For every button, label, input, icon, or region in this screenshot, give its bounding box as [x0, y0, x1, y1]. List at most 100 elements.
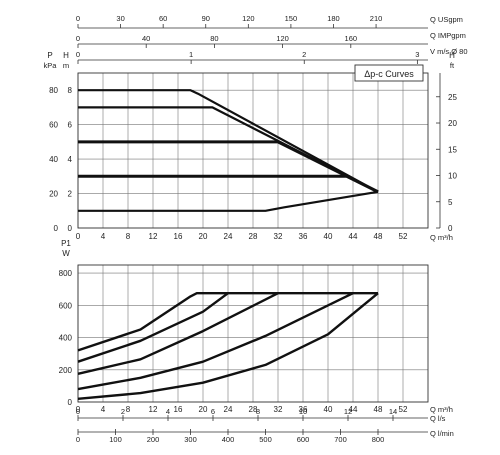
- bottom-axis-tick-label: 600: [297, 435, 310, 444]
- bottom-axis-tick-label: 4: [166, 407, 170, 416]
- power-curve-3: [77, 292, 279, 375]
- top-axis-tick-label: 120: [242, 14, 255, 23]
- top-axis-tick-label: 40: [142, 34, 150, 43]
- bottom-x-tick-label: 4: [101, 405, 106, 414]
- top-x-tick-label: 0: [76, 232, 81, 241]
- top-axis-tick-label: 150: [285, 14, 298, 23]
- p1-axis-unit: W: [62, 249, 70, 258]
- top-axis-tick-label: 0: [76, 34, 80, 43]
- top-plot-frame: [77, 72, 429, 229]
- top-x-tick-label: 32: [274, 232, 283, 241]
- w-tick-label: 600: [59, 301, 73, 310]
- bottom-axis-tick-label: 800: [372, 435, 385, 444]
- curves-title-box: [354, 64, 424, 82]
- bottom-axis-tick-label: 500: [259, 435, 272, 444]
- top-axis-tick-label: 0: [76, 50, 80, 59]
- bottom-axis-tick-label: 0: [76, 435, 80, 444]
- top-x-tick-label: 28: [249, 232, 258, 241]
- kpa-tick-label: 40: [49, 155, 58, 164]
- bottom-axis-tick-label: 700: [334, 435, 347, 444]
- bottom-axis-tick-label: 300: [184, 435, 197, 444]
- top-axis-tick-label: 160: [345, 34, 358, 43]
- power-curve-4: [77, 292, 354, 391]
- top-axis-tick-label: 3: [415, 50, 419, 59]
- m-tick-label: 8: [68, 86, 73, 95]
- top-axis-tick-label: 60: [159, 14, 167, 23]
- ft-tick-label: 25: [448, 93, 457, 102]
- top-x-tick-label: 36: [299, 232, 308, 241]
- bottom-axis-tick-label: 100: [109, 435, 122, 444]
- kpa-tick-label: 60: [49, 121, 58, 130]
- w-tick-label: 200: [59, 366, 73, 375]
- ft-tick-label: 0: [448, 224, 453, 233]
- dp-c-curve-1: [78, 89, 379, 193]
- bottom-axis-tick-label: 14: [389, 407, 397, 416]
- m-tick-label: 2: [68, 190, 73, 199]
- bottom-axis-tick-label: 6: [211, 407, 215, 416]
- top-x-tick-label: 48: [374, 232, 383, 241]
- bottom-x-tick-label: 0: [76, 405, 81, 414]
- top-x-tick-label: 4: [101, 232, 106, 241]
- ft-tick-label: 15: [448, 145, 457, 154]
- bottom-x-tick-label: 40: [324, 405, 333, 414]
- bottom-plot-frame: [77, 264, 429, 403]
- top-x-tick-label: 24: [224, 232, 233, 241]
- bottom-axis-tick-label: 12: [344, 407, 352, 416]
- power-curve-5: [77, 292, 379, 400]
- m-axis-label: H: [63, 51, 69, 60]
- bottom-axis-tick-label: 10: [299, 407, 307, 416]
- ft-tick-label: 10: [448, 172, 457, 181]
- w-tick-label: 800: [59, 269, 73, 278]
- ft-tick-label: 5: [448, 198, 453, 207]
- dp-c-curve-4: [78, 174, 379, 194]
- top-axis-tick-label: 210: [370, 14, 383, 23]
- kpa-axis-unit: kPa: [44, 61, 58, 70]
- top-x-axis-label: Q m³/h: [430, 233, 453, 242]
- top-x-tick-label: 12: [149, 232, 158, 241]
- bottom-x-tick-label: 24: [224, 405, 233, 414]
- bottom-x-tick-label: 36: [299, 405, 308, 414]
- kpa-tick-label: 20: [49, 190, 58, 199]
- p1-axis-label: P1: [61, 239, 71, 248]
- top-axis-title: Q IMPgpm: [430, 31, 466, 40]
- m-tick-label: 4: [68, 155, 73, 164]
- kpa-tick-label: 0: [54, 224, 59, 233]
- top-axis-tick-label: 120: [276, 34, 289, 43]
- top-axis-tick-label: 80: [210, 34, 218, 43]
- ft-axis-unit: ft: [450, 61, 455, 70]
- bottom-x-tick-label: 28: [249, 405, 258, 414]
- bottom-axis-tick-label: 0: [76, 407, 80, 416]
- top-x-tick-label: 16: [174, 232, 183, 241]
- top-axis-title: Q USgpm: [430, 15, 463, 24]
- w-tick-label: 0: [68, 398, 73, 407]
- power-curve-2: [77, 292, 229, 363]
- m-tick-label: 6: [68, 121, 73, 130]
- ft-tick-label: 20: [448, 119, 457, 128]
- top-x-tick-label: 20: [199, 232, 208, 241]
- m-axis-unit: m: [63, 61, 69, 70]
- kpa-axis-label: P: [47, 51, 52, 60]
- bottom-x-tick-label: 48: [374, 405, 383, 414]
- kpa-tick-label: 80: [49, 86, 58, 95]
- top-axis-tick-label: 30: [116, 14, 124, 23]
- top-x-tick-label: 44: [349, 232, 358, 241]
- w-tick-label: 400: [59, 334, 73, 343]
- bottom-axis-title: Q l/s: [430, 414, 446, 423]
- bottom-x-tick-label: 8: [126, 405, 131, 414]
- top-axis-tick-label: 2: [302, 50, 306, 59]
- curves-title: Δp-c Curves: [364, 69, 414, 79]
- bottom-axis-tick-label: 8: [256, 407, 260, 416]
- bottom-axis-tick-label: 200: [147, 435, 160, 444]
- top-x-tick-label: 8: [126, 232, 131, 241]
- bottom-x-tick-label: 52: [399, 405, 408, 414]
- bottom-axis-tick-label: 2: [121, 407, 125, 416]
- m-tick-label: 0: [68, 224, 73, 233]
- bottom-axis-tick-label: 400: [222, 435, 235, 444]
- power-curve-1: [77, 292, 378, 352]
- bottom-x-tick-label: 44: [349, 405, 358, 414]
- top-axis-tick-label: 180: [327, 14, 340, 23]
- bottom-x-tick-label: 16: [174, 405, 183, 414]
- bottom-x-tick-label: 20: [199, 405, 208, 414]
- ft-axis-label: H: [449, 51, 455, 60]
